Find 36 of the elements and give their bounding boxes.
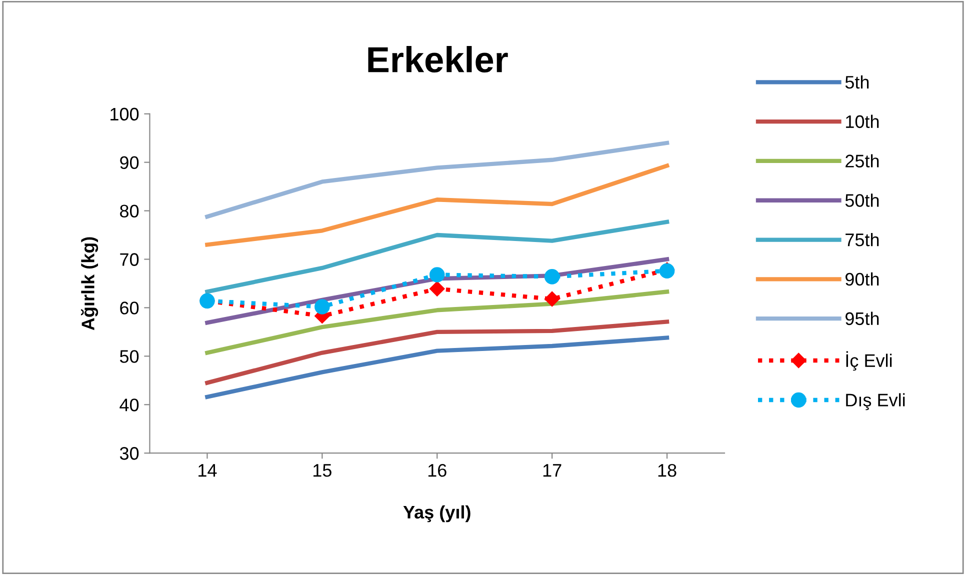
line-series — [205, 140, 670, 219]
y-tick-label: 40 — [120, 398, 139, 412]
legend-label: 90th — [846, 272, 879, 286]
legend-label: 50th — [845, 194, 879, 207]
legend-label: 75th — [846, 233, 879, 246]
x-tick-label: 14 — [198, 464, 217, 477]
legend-label: 5th — [845, 75, 869, 89]
legend-label: İç Evli — [846, 351, 892, 371]
point — [314, 299, 330, 314]
point — [544, 291, 560, 307]
point — [430, 281, 445, 296]
y-axis-title: Ağırlık (kg) — [80, 237, 98, 330]
legend-label: 10th — [846, 114, 879, 128]
x-tick-label: 18 — [658, 464, 676, 477]
point — [544, 269, 560, 284]
line-series — [205, 220, 670, 294]
y-tick-label: 70 — [120, 253, 139, 266]
x-axis-title: Yaş (yıl) — [403, 505, 470, 522]
line-series — [205, 336, 670, 399]
y-tick-label: 30 — [120, 447, 139, 460]
x-tick-label: 15 — [313, 464, 332, 477]
legend-label: 95th — [846, 312, 879, 326]
point — [429, 267, 445, 282]
y-tick-label: 80 — [120, 204, 139, 218]
line-series — [205, 164, 670, 247]
legend-label: 25th — [846, 154, 879, 168]
legend-label: Dış Evli — [846, 393, 905, 410]
y-tick-label: 90 — [120, 156, 139, 170]
y-tick-label: 100 — [110, 108, 139, 121]
y-tick-label: 50 — [120, 350, 139, 363]
x-tick-label: 17 — [543, 464, 562, 477]
chart-title: Erkekler — [368, 46, 508, 73]
y-tick-label: 60 — [120, 302, 139, 314]
x-tick-label: 16 — [428, 464, 446, 477]
line-series — [205, 320, 670, 385]
line-series — [205, 290, 670, 355]
